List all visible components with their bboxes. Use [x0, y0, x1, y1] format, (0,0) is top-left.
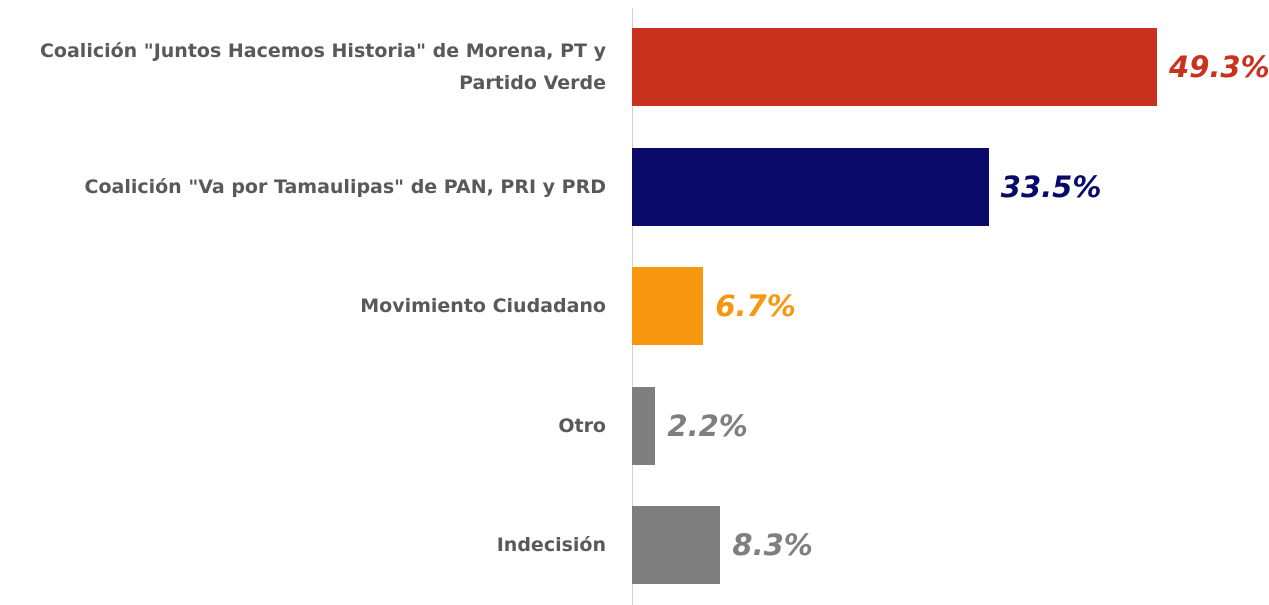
value-label: 33.5% [1000, 169, 1102, 204]
category-label: Coalición "Juntos Hacemos Historia" de M… [39, 40, 606, 94]
category-label: Otro [558, 414, 606, 437]
value-label: 49.3% [1169, 50, 1269, 84]
value-label: 2.2% [667, 408, 748, 443]
bar [632, 28, 1158, 106]
bar [632, 147, 989, 226]
bar [632, 267, 704, 345]
bar [632, 386, 656, 465]
bar [632, 506, 721, 584]
category-label: Movimiento Ciudadano [360, 295, 606, 317]
value-label: 6.7% [715, 289, 796, 323]
category-label: Indecisión [496, 534, 606, 556]
value-label: 8.3% [732, 528, 813, 562]
category-label: Coalición "Va por Tamaulipas" de PAN, PR… [84, 175, 607, 198]
